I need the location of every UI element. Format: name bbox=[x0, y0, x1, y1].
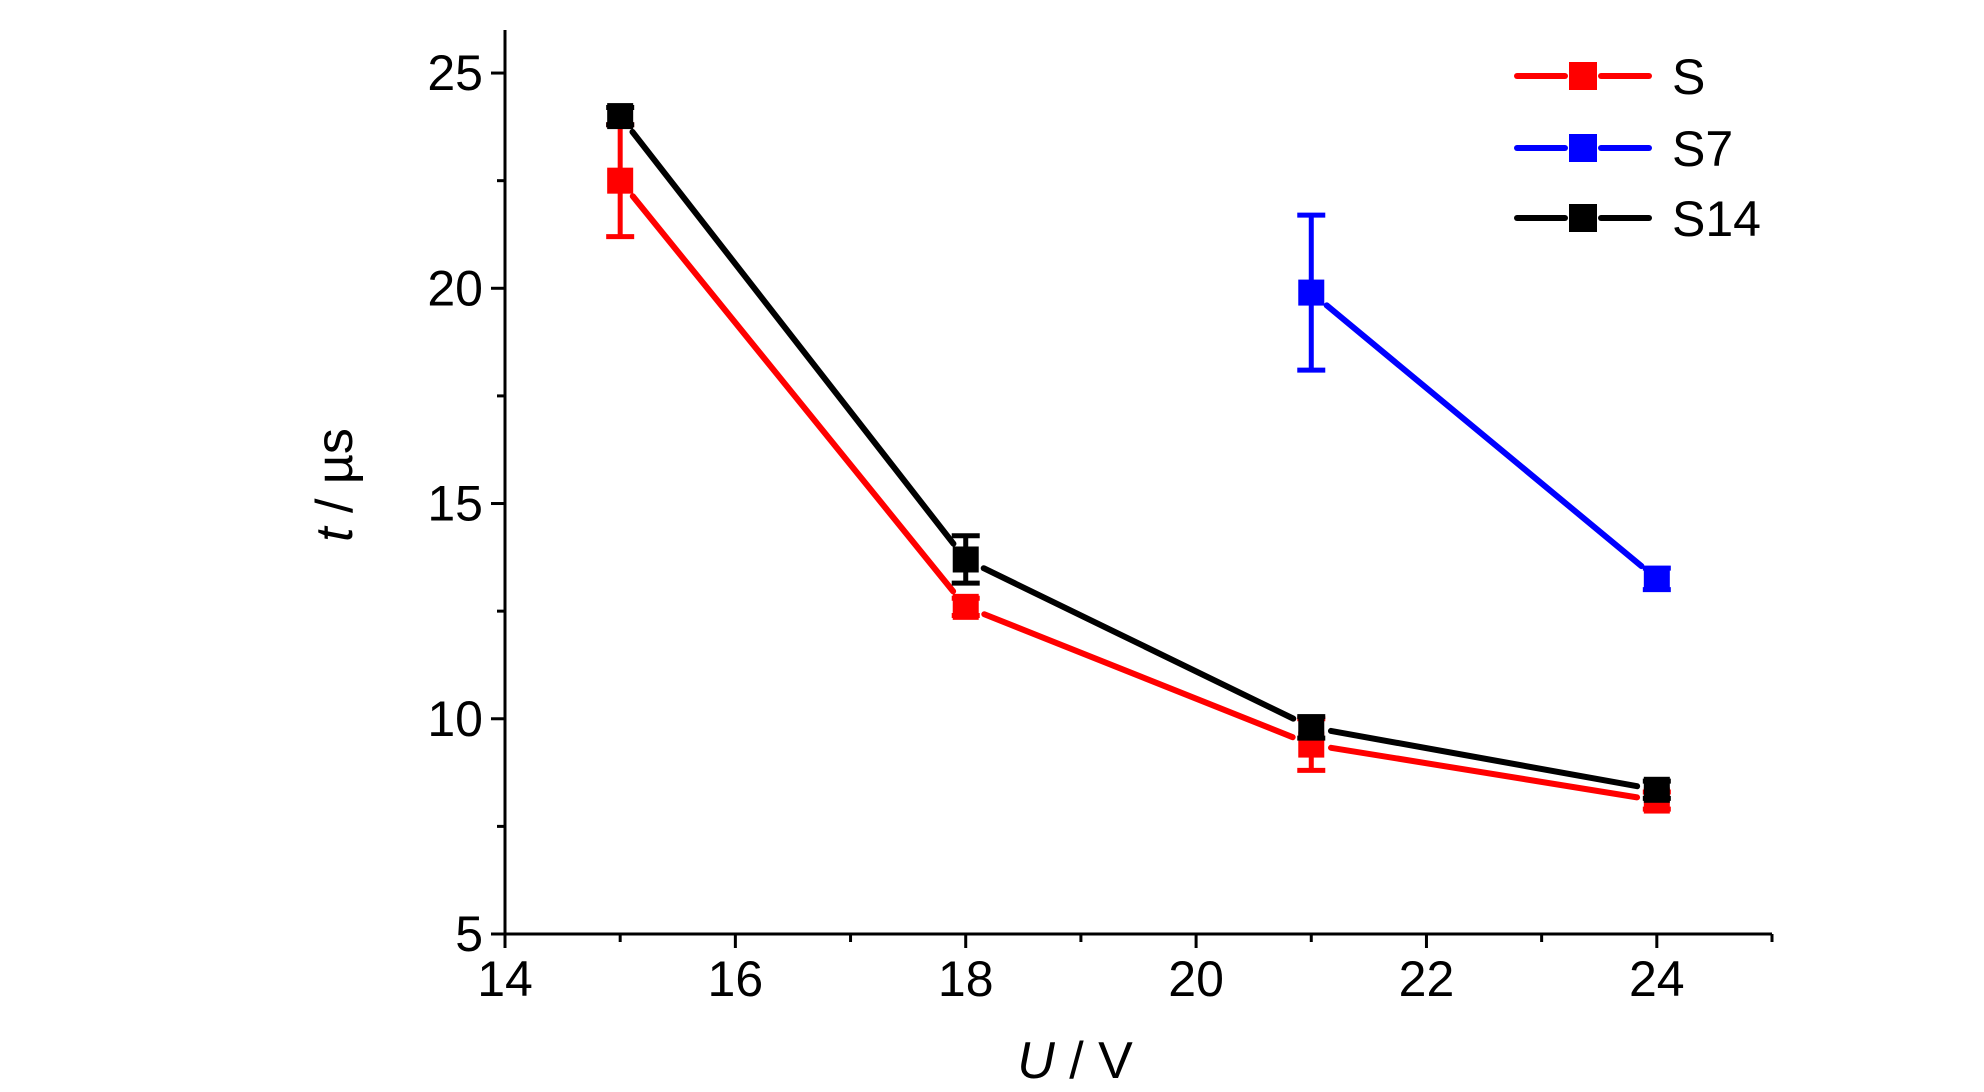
series-line-segment bbox=[1323, 302, 1645, 570]
y-tick-label: 5 bbox=[455, 906, 483, 962]
y-tick-label: 20 bbox=[427, 260, 483, 316]
x-tick-label: 20 bbox=[1168, 951, 1224, 1007]
y-axis-variable: t bbox=[306, 525, 364, 542]
series-line-segment bbox=[981, 611, 1296, 741]
series-line-segment bbox=[980, 565, 1297, 722]
y-axis-separator: / bbox=[306, 484, 364, 527]
axes: 14 16 18 20 22 24 5 10 15 20 25 bbox=[427, 30, 1774, 1007]
series-line-segment bbox=[1328, 744, 1641, 801]
x-tick-label: 14 bbox=[477, 951, 533, 1007]
x-axis-separator: / bbox=[1055, 1032, 1098, 1087]
y-tick-label: 10 bbox=[427, 691, 483, 747]
x-tick-label: 22 bbox=[1399, 951, 1455, 1007]
x-axis-variable: U bbox=[1017, 1032, 1055, 1087]
data-point-marker bbox=[1298, 279, 1325, 306]
y-tick-label: 25 bbox=[427, 45, 483, 101]
legend-item-s: S bbox=[1514, 49, 1705, 105]
x-axis-title: U / V bbox=[1017, 1032, 1133, 1087]
data-point-marker bbox=[607, 103, 634, 130]
x-tick-label: 24 bbox=[1629, 951, 1685, 1007]
y-axis-title: t / µs bbox=[306, 428, 364, 542]
data-point-marker bbox=[1643, 776, 1670, 803]
legend-label: S7 bbox=[1672, 121, 1733, 177]
data-point-marker bbox=[607, 167, 634, 194]
series-line-segment bbox=[629, 128, 957, 547]
legend-marker bbox=[1569, 62, 1597, 90]
legend-label: S14 bbox=[1672, 191, 1761, 247]
x-tick-label: 16 bbox=[708, 951, 764, 1007]
data-point-marker bbox=[952, 593, 979, 620]
legend-item-s14: S14 bbox=[1514, 191, 1761, 247]
series-s bbox=[606, 122, 1671, 814]
series-s14 bbox=[606, 103, 1671, 803]
legend: S S7 S14 bbox=[1514, 49, 1761, 247]
legend-marker bbox=[1569, 204, 1597, 232]
series-line-segment bbox=[1327, 727, 1641, 790]
data-point-marker bbox=[1298, 714, 1325, 741]
series-line-segment bbox=[629, 193, 957, 595]
series-s7 bbox=[1297, 212, 1671, 593]
series-layer bbox=[606, 103, 1671, 814]
data-point-marker bbox=[952, 546, 979, 573]
legend-marker bbox=[1569, 134, 1597, 162]
legend-label: S bbox=[1672, 49, 1705, 105]
data-point-marker bbox=[1643, 565, 1670, 592]
y-tick-label: 15 bbox=[427, 476, 483, 532]
y-axis-unit: µs bbox=[306, 428, 364, 484]
legend-item-s7: S7 bbox=[1514, 121, 1733, 177]
x-axis-unit: V bbox=[1098, 1032, 1133, 1087]
x-tick-label: 18 bbox=[938, 951, 994, 1007]
